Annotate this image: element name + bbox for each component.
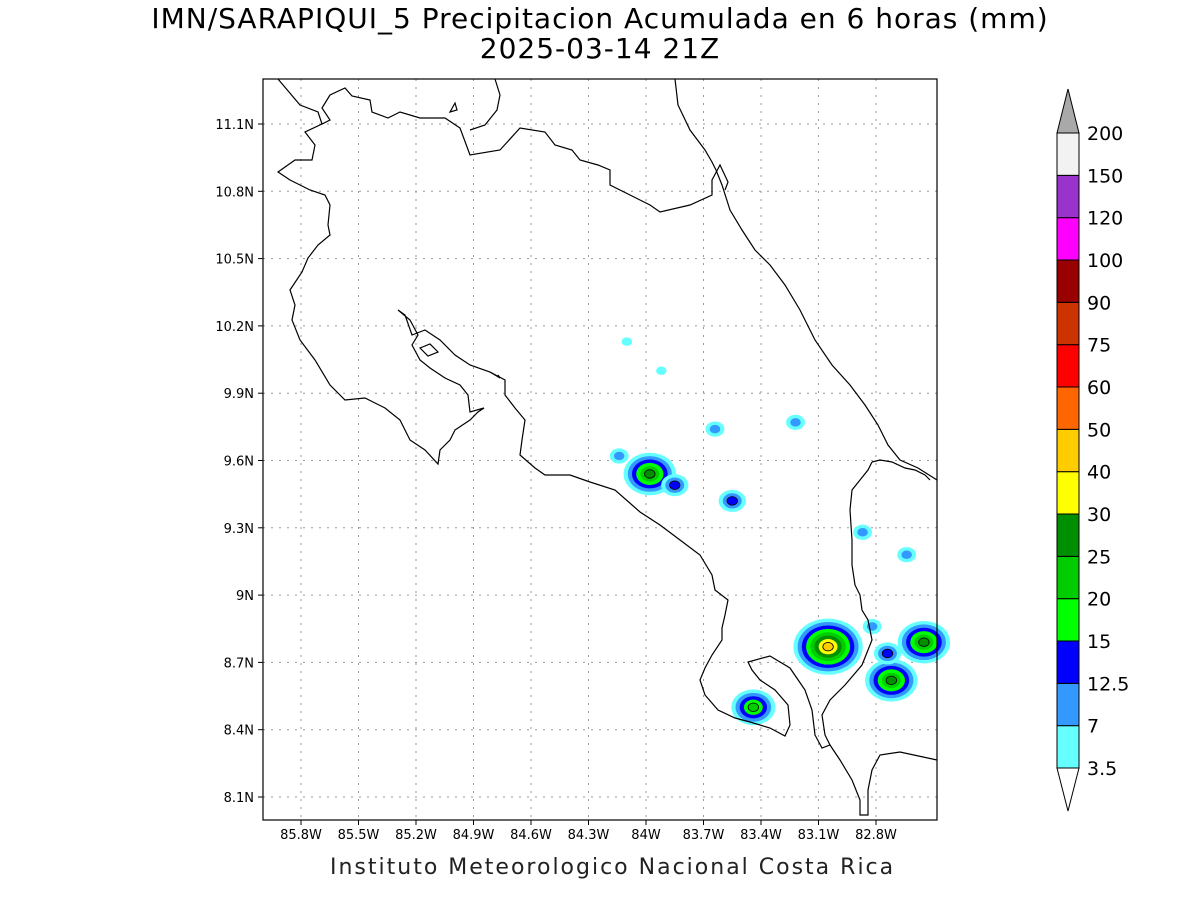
colorbar-swatch [1056, 428, 1080, 473]
rain-cell [623, 452, 677, 496]
colorbar-level-label: 60 [1087, 377, 1111, 399]
colorbar-level-label: 20 [1087, 589, 1111, 611]
colorbar-level-label: 15 [1087, 631, 1111, 653]
map-title: IMN/SARAPIQUI_5 Precipitacion Acumulada … [151, 2, 1049, 35]
rain-contour [790, 418, 801, 427]
map-panel: 85.8W 85.5W 85.2W 84.9W 84.6W 84.3W 84W 83.7W 83… [215, 78, 951, 843]
lat-tick-label: 10.8N [215, 185, 254, 200]
colorbar-swatch [1056, 598, 1080, 642]
map-axes: 85.8W 85.5W 85.2W 84.9W 84.6W 84.3W 84W 83.7W 83… [215, 118, 897, 843]
rain-cell [621, 337, 633, 346]
lat-tick-label: 9.6N [224, 455, 254, 470]
lon-tick-label: 85.8W [280, 828, 322, 843]
lon-tick-label: 83.1W [798, 828, 840, 843]
rain-contour [621, 337, 633, 346]
rain-contour [726, 496, 738, 506]
rain-cell [731, 689, 776, 726]
colorbar-level-label: 12.5 [1087, 673, 1129, 695]
colorbar-under-triangle [1056, 767, 1080, 812]
lat-tick-label: 8.7N [224, 656, 254, 671]
rain-contour [822, 642, 834, 652]
rain-cell [897, 547, 917, 563]
rain-contour [918, 637, 930, 647]
colorbar-legend: 3.5 7 12.5 15 20 25 30 40 50 60 75 90 100 120 150 200 [1056, 88, 1129, 812]
colorbar-level-label: 40 [1087, 462, 1111, 484]
lon-tick-label: 85.2W [395, 828, 437, 843]
rain-contour [613, 451, 625, 461]
lon-tick-label: 84.9W [453, 828, 495, 843]
lat-tick-label: 8.4N [224, 724, 254, 739]
rain-cell [718, 489, 746, 512]
map-valid-time: 2025-03-14 21Z [479, 32, 721, 65]
graticule [263, 79, 937, 820]
colorbar-swatch [1056, 174, 1080, 219]
colorbar-level-label: 3.5 [1087, 758, 1117, 780]
colorbar-swatch [1056, 132, 1080, 176]
lon-tick-label: 85.5W [338, 828, 380, 843]
lat-tick-label: 10.5N [215, 253, 254, 268]
lat-tick-label: 10.2N [215, 320, 254, 335]
rain-cell [705, 421, 725, 437]
lat-tick-label: 8.1N [224, 791, 254, 806]
lat-tick-label: 9.9N [224, 387, 254, 402]
rain-contour [747, 702, 759, 712]
rain-cell [609, 448, 629, 464]
colorbar-level-label: 50 [1087, 419, 1111, 441]
rain-cell [853, 524, 873, 540]
rain-contour [709, 424, 721, 434]
lon-tick-label: 84W [631, 828, 661, 843]
colorbar-swatch [1056, 386, 1080, 430]
lon-tick-label: 84.6W [510, 828, 552, 843]
rain-contour [656, 366, 667, 376]
colorbar-over-triangle [1056, 88, 1080, 134]
rain-contour [881, 648, 894, 659]
coastline [276, 78, 938, 816]
lat-tick-label: 9N [236, 589, 254, 604]
colorbar-level-label: 25 [1087, 546, 1111, 568]
map-frame [262, 78, 938, 821]
colorbar-swatch [1056, 555, 1080, 600]
rain-cell [873, 642, 902, 665]
rain-cell [897, 620, 951, 664]
rain-cell [786, 414, 805, 431]
lon-tick-label: 83.4W [740, 828, 782, 843]
colorbar-level-label: 120 [1087, 208, 1123, 230]
rain-contour [669, 480, 681, 490]
rain-cell [865, 659, 918, 702]
rain-contour [901, 550, 912, 559]
colorbar-level-label: 75 [1087, 335, 1111, 357]
colorbar-swatch [1056, 344, 1080, 388]
colorbar-swatch [1056, 640, 1080, 684]
lat-tick-label: 9.3N [224, 522, 254, 537]
lon-tick-label: 82.8W [855, 828, 897, 843]
colorbar-swatch [1056, 725, 1080, 769]
colorbar-level-label: 30 [1087, 504, 1111, 526]
lon-tick-label: 84.3W [568, 828, 610, 843]
colorbar-swatch [1056, 301, 1080, 346]
lat-tick-label: 11.1N [215, 118, 254, 133]
colorbar-level-label: 150 [1087, 165, 1123, 187]
rain-cell [793, 618, 863, 675]
colorbar-swatch [1056, 217, 1080, 261]
colorbar-swatch [1056, 259, 1080, 303]
lon-tick-label: 83.7W [683, 828, 725, 843]
rain-cell [862, 618, 882, 635]
colorbar-level-label: 100 [1087, 250, 1123, 272]
colorbar-swatch [1056, 682, 1080, 727]
precipitation-field [609, 337, 951, 726]
credit-footer: Instituto Meteorologico Nacional Costa R… [330, 855, 896, 880]
colorbar-swatch [1056, 471, 1080, 515]
rain-cell [656, 366, 667, 376]
colorbar-swatch [1056, 513, 1080, 557]
rain-cell [661, 474, 689, 497]
rain-contour [885, 675, 897, 685]
rain-contour [857, 528, 868, 537]
colorbar-level-label: 7 [1087, 716, 1099, 738]
rain-contour [644, 469, 656, 479]
colorbar-level-label: 200 [1087, 123, 1123, 145]
colorbar-level-label: 90 [1087, 292, 1111, 314]
